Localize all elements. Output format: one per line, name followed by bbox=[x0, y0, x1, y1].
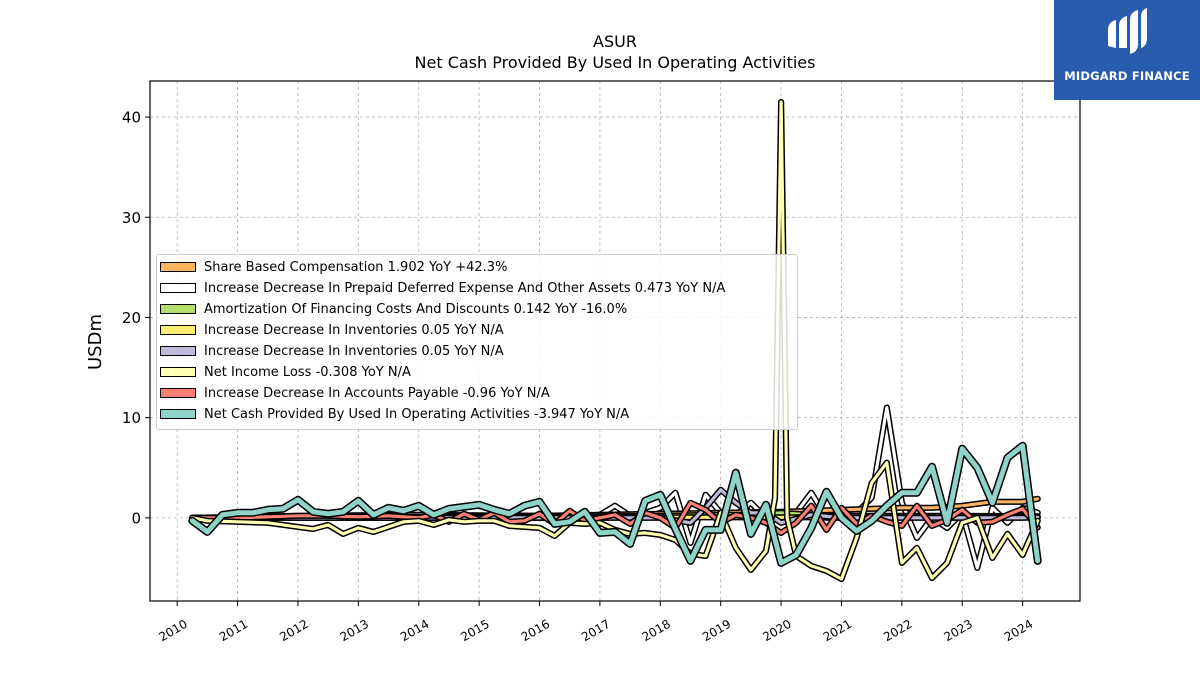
x-tick-label: 2023 bbox=[942, 617, 975, 644]
x-tick-label: 2016 bbox=[519, 617, 552, 644]
x-tick-label: 2022 bbox=[881, 617, 914, 644]
series-2 bbox=[189, 404, 1041, 572]
legend: Share Based Compensation 1.902 YoY +42.3… bbox=[156, 254, 798, 430]
series-line bbox=[190, 406, 1040, 570]
plot-frame bbox=[149, 80, 1081, 602]
x-tick-label: 2018 bbox=[640, 617, 673, 644]
legend-item: Increase Decrease In Inventories 0.05 Yo… bbox=[160, 320, 504, 340]
legend-item: Amortization Of Financing Costs And Disc… bbox=[160, 299, 627, 319]
legend-swatch bbox=[160, 409, 196, 419]
series-8 bbox=[188, 441, 1042, 567]
legend-label: Share Based Compensation 1.902 YoY +42.3… bbox=[204, 259, 508, 275]
midgard-logo-icon bbox=[1108, 8, 1147, 54]
x-tick-label: 2017 bbox=[579, 617, 612, 644]
x-tick-label: 2020 bbox=[760, 617, 793, 644]
legend-item: Net Cash Provided By Used In Operating A… bbox=[160, 404, 629, 424]
brand-logo: MIDGARD FINANCE bbox=[1054, 0, 1200, 100]
legend-label: Net Cash Provided By Used In Operating A… bbox=[204, 406, 630, 422]
x-tick-label: 2014 bbox=[398, 617, 431, 644]
y-tick-label: 30 bbox=[122, 209, 141, 227]
legend-item: Increase Decrease In Inventories 0.05 Yo… bbox=[160, 341, 504, 361]
legend-item: Share Based Compensation 1.902 YoY +42.3… bbox=[160, 257, 507, 277]
logo-wordmark: MIDGARD FINANCE bbox=[1064, 69, 1190, 83]
legend-swatch bbox=[160, 367, 196, 377]
legend-label: Amortization Of Financing Costs And Disc… bbox=[204, 301, 628, 317]
legend-swatch bbox=[160, 304, 196, 314]
legend-label: Increase Decrease In Prepaid Deferred Ex… bbox=[204, 280, 726, 296]
series-line bbox=[189, 443, 1041, 566]
x-tick-label: 2021 bbox=[821, 617, 854, 644]
chart-title: ASUR bbox=[593, 32, 637, 51]
legend-item: Increase Decrease In Prepaid Deferred Ex… bbox=[160, 278, 725, 298]
x-tick-label: 2015 bbox=[458, 617, 491, 644]
legend-swatch bbox=[160, 325, 196, 335]
series-6 bbox=[189, 98, 1041, 583]
y-tick-label: 40 bbox=[122, 109, 141, 127]
x-tick-label: 2010 bbox=[156, 617, 189, 644]
x-tick-label: 2013 bbox=[338, 617, 371, 644]
x-tick-label: 2011 bbox=[217, 617, 250, 644]
chart-subtitle: Net Cash Provided By Used In Operating A… bbox=[415, 53, 816, 72]
legend-swatch bbox=[160, 283, 196, 293]
legend-label: Increase Decrease In Accounts Payable -0… bbox=[204, 385, 550, 401]
legend-swatch bbox=[160, 262, 196, 272]
series-outline bbox=[189, 404, 1041, 572]
legend-swatch bbox=[160, 346, 196, 356]
y-tick-label: 20 bbox=[122, 309, 141, 327]
y-tick-label: 0 bbox=[131, 509, 141, 527]
x-tick-label: 2019 bbox=[700, 617, 733, 644]
legend-item: Net Income Loss -0.308 YoY N/A bbox=[160, 362, 411, 382]
x-tick-label: 2024 bbox=[1002, 617, 1035, 644]
legend-swatch bbox=[160, 388, 196, 398]
y-axis-label: USDm bbox=[85, 314, 106, 370]
series-layer bbox=[188, 98, 1042, 583]
y-tick-label: 10 bbox=[122, 409, 141, 427]
legend-label: Net Income Loss -0.308 YoY N/A bbox=[204, 364, 411, 380]
series-line bbox=[190, 100, 1040, 581]
x-tick-label: 2012 bbox=[277, 617, 310, 644]
legend-label: Increase Decrease In Inventories 0.05 Yo… bbox=[204, 343, 504, 359]
legend-item: Increase Decrease In Accounts Payable -0… bbox=[160, 383, 550, 403]
legend-label: Increase Decrease In Inventories 0.05 Yo… bbox=[204, 322, 504, 338]
